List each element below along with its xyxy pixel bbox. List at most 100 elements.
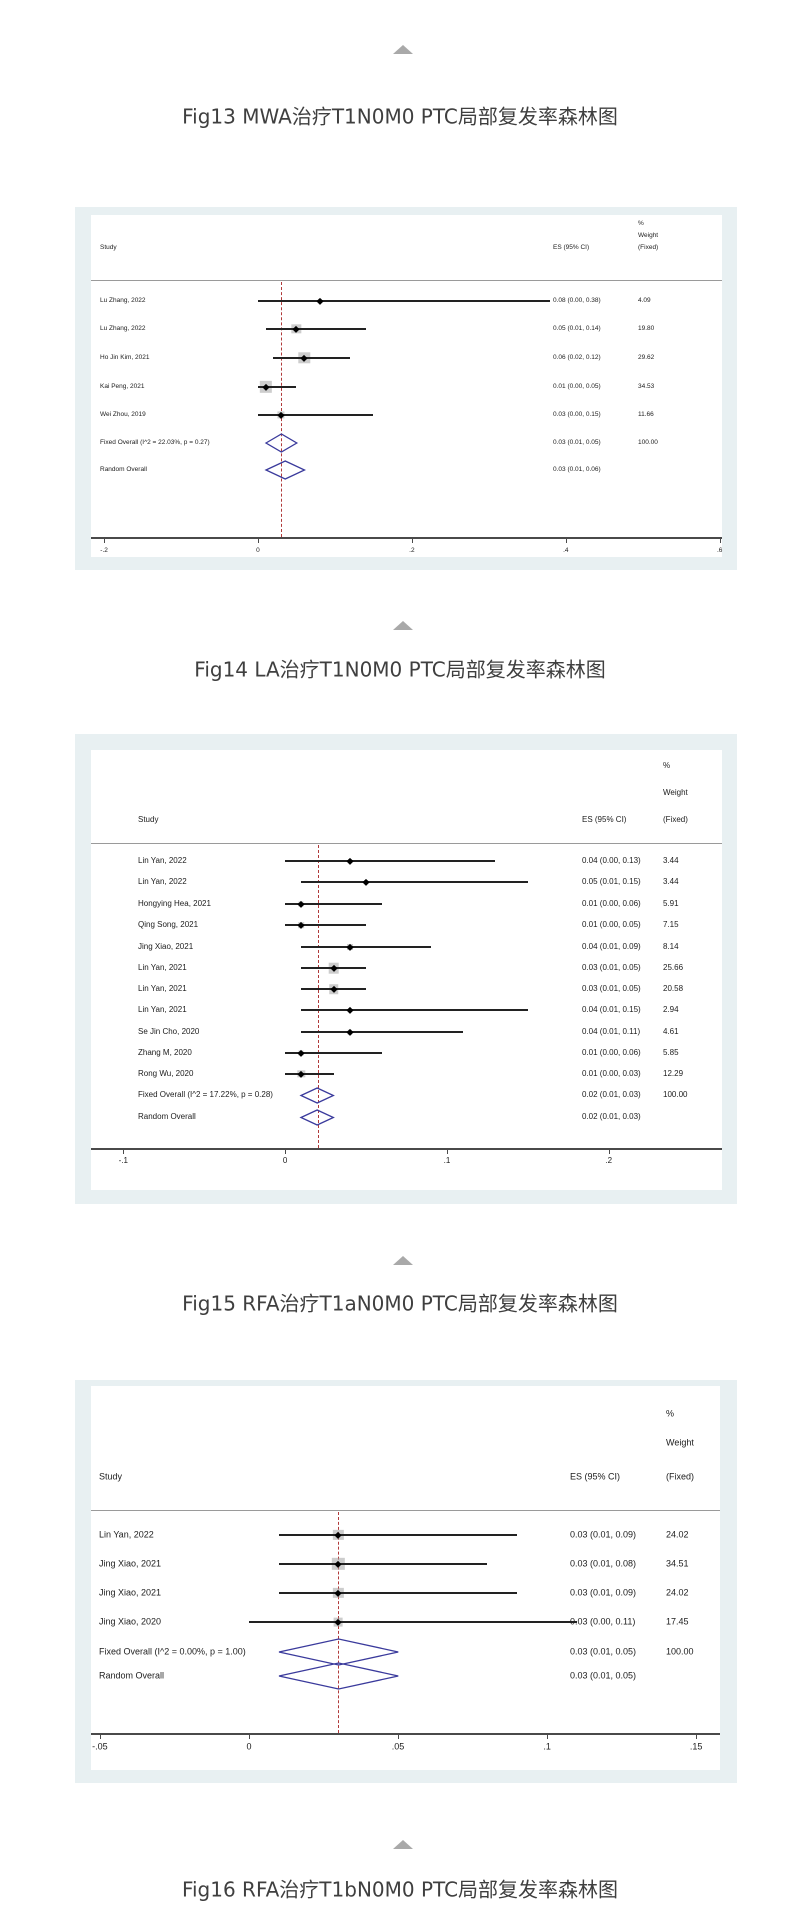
ci-line [278,1592,518,1594]
axis-tick [446,1149,448,1154]
weight-label: 25.66 [663,963,684,972]
study-label: Lin Yan, 2022 [138,877,187,886]
study-label: Lu Zhang, 2022 [100,296,146,304]
axis-tick-label: .2 [605,1156,613,1165]
weight-label: 24.02 [666,1587,689,1598]
es-label: 0.01 (0.00, 0.06) [582,899,641,908]
es-label: 0.01 (0.00, 0.03) [582,1069,641,1078]
axis-tick [696,1734,698,1739]
ci-line [285,924,367,926]
es-label: 0.03 (0.01, 0.05) [582,984,641,993]
axis-tick [398,1734,400,1739]
weight-label: 4.61 [663,1027,679,1036]
es-label: 0.02 (0.01, 0.03) [582,1090,641,1099]
axis-tick-label: .05 [391,1741,405,1752]
column-header-study: Study [99,1471,123,1482]
null-line [317,845,319,1148]
es-label: 0.03 (0.01, 0.09) [570,1529,637,1540]
study-label: Lin Yan, 2022 [138,856,187,865]
axis-tick-label: -.1 [118,1156,129,1165]
weight-label: 8.14 [663,942,679,951]
ci-line [273,357,351,359]
column-header-percent: % [638,219,644,227]
column-header-study: Study [138,815,159,824]
ci-line [285,1052,383,1054]
weight-label: 19.80 [638,324,655,332]
axis-tick-label: .1 [443,1156,451,1165]
es-label: 0.03 (0.01, 0.05) [553,438,601,446]
plot-area-fig15 [91,1386,720,1770]
es-label: 0.03 (0.01, 0.09) [570,1587,637,1598]
study-label: Wei Zhou, 2019 [100,410,146,418]
weight-label: 12.29 [663,1069,684,1078]
axis-tick [608,1149,610,1154]
ci-line [257,386,297,388]
axis-tick-label: 0 [282,1156,288,1165]
collapse-triangle-icon[interactable] [393,621,413,630]
ci-line [278,1563,488,1565]
ci-line [257,300,551,302]
plot-area-fig14 [91,750,722,1190]
axis-tick-label: -.2 [100,546,108,554]
axis-tick [99,1734,101,1739]
column-header-es: ES (95% CI) [582,815,627,824]
overall-diamond [299,1086,336,1104]
weight-label: 100.00 [666,1646,694,1657]
ci-line [285,1073,334,1075]
es-label: 0.03 (0.01, 0.06) [553,465,601,473]
overall-diamond [278,1638,399,1666]
column-header-percent: % [666,1408,675,1419]
header-separator [91,1510,720,1511]
weight-label: 7.15 [663,920,679,929]
es-label: 0.03 (0.01, 0.05) [570,1670,637,1681]
overall-diamond [278,1662,399,1690]
study-label: Jing Xiao, 2021 [99,1558,162,1569]
es-label: 0.01 (0.00, 0.06) [582,1048,641,1057]
plot-area-fig13 [91,215,722,557]
weight-label: 5.91 [663,899,679,908]
axis-tick [257,538,259,543]
overall-label: Fixed Overall (I^2 = 22.03%, p = 0.27) [100,438,210,446]
es-label: 0.08 (0.00, 0.38) [553,296,601,304]
study-label: Kai Peng, 2021 [100,382,145,390]
weight-label: 5.85 [663,1048,679,1057]
weight-label: 3.44 [663,877,679,886]
axis-tick [285,1149,287,1154]
weight-label: 24.02 [666,1529,689,1540]
study-label: Hongying Hea, 2021 [138,899,211,908]
weight-label: 100.00 [663,1090,688,1099]
study-label: Lin Yan, 2021 [138,984,187,993]
weight-label: 34.53 [638,382,655,390]
es-label: 0.05 (0.01, 0.14) [553,324,601,332]
study-label: Rong Wu, 2020 [138,1069,194,1078]
weight-label: 4.09 [638,296,651,304]
ci-line [278,1534,518,1536]
column-header-model: (Fixed) [638,243,659,251]
ci-line [301,946,431,948]
weight-label: 34.51 [666,1558,689,1569]
es-label: 0.05 (0.01, 0.15) [582,877,641,886]
axis-line [91,537,722,539]
overall-diamond [264,460,306,480]
es-label: 0.04 (0.01, 0.11) [582,1027,641,1036]
axis-tick-label: -.05 [92,1741,108,1752]
column-header-es: ES (95% CI) [553,243,590,251]
weight-label: 2.94 [663,1005,679,1014]
overall-diamond [299,1108,336,1126]
header-separator [91,280,722,281]
axis-tick [565,538,567,543]
collapse-triangle-icon[interactable] [393,1840,413,1849]
ci-line [301,1031,464,1033]
es-label: 0.04 (0.01, 0.15) [582,1005,641,1014]
es-label: 0.02 (0.01, 0.03) [582,1112,641,1121]
overall-label: Fixed Overall (I^2 = 17.22%, p = 0.28) [138,1090,273,1099]
collapse-triangle-icon[interactable] [393,45,413,54]
axis-tick-label: .2 [409,546,415,554]
study-label: Qing Song, 2021 [138,920,199,929]
axis-tick [123,1149,125,1154]
axis-tick-label: 0 [256,546,260,554]
weight-label: 100.00 [638,438,658,446]
es-label: 0.03 (0.01, 0.08) [570,1558,637,1569]
weight-label: 11.66 [638,410,654,418]
collapse-triangle-icon[interactable] [393,1256,413,1265]
